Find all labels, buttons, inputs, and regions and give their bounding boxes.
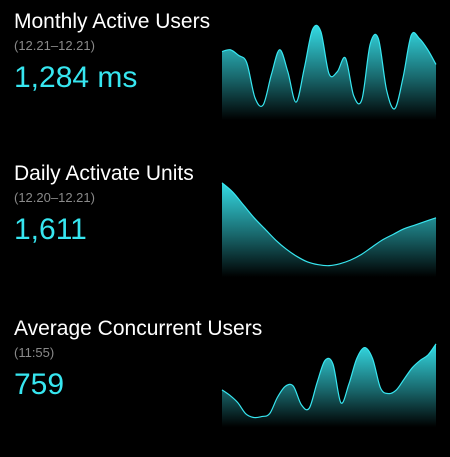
average-concurrent-users-sparkline — [221, 343, 437, 427]
sparkline-area — [222, 343, 436, 427]
metric-card-average-concurrent-users: Average Concurrent Users (11:55) 759 — [0, 317, 450, 457]
sparkline-area — [222, 182, 436, 277]
sparkline-line — [221, 182, 437, 267]
sparkline-area — [222, 25, 436, 120]
sparkline-line — [221, 24, 437, 110]
metric-value: 1,611 — [14, 213, 87, 246]
daily-activate-units-sparkline — [221, 182, 437, 277]
metric-card-monthly-active-users: Monthly Active Users (12.21–12.21) 1,284… — [0, 10, 450, 150]
metric-title: Monthly Active Users — [14, 10, 211, 33]
sparkline-line — [221, 343, 437, 419]
metric-range: (12.21–12.21) — [14, 38, 95, 53]
metric-title: Average Concurrent Users — [14, 317, 263, 340]
metric-value: 1,284 ms — [14, 61, 138, 94]
metric-range: (12.20–12.21) — [14, 190, 95, 205]
metric-range: (11:55) — [14, 345, 55, 360]
metric-title: Daily Activate Units — [14, 162, 194, 185]
metrics-panel: Monthly Active Users (12.21–12.21) 1,284… — [0, 10, 450, 427]
monthly-active-users-sparkline — [221, 24, 437, 120]
metric-value: 759 — [14, 368, 65, 401]
metric-card-daily-activate-units: Daily Activate Units (12.20–12.21) 1,611 — [0, 162, 450, 302]
